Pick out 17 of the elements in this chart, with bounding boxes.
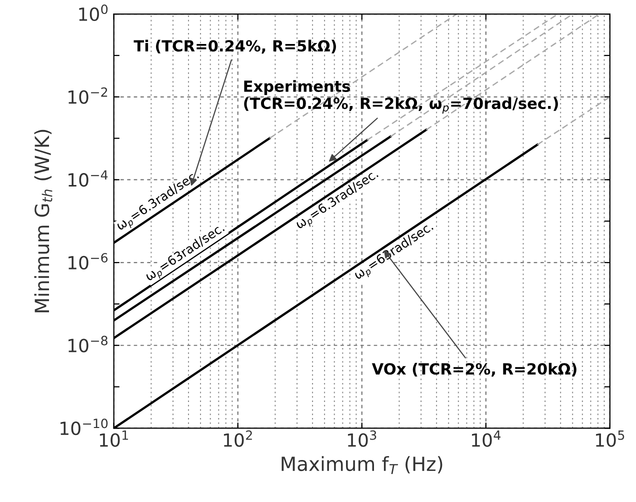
y-axis-title: Minimum G$_{th}$ (W/K): [34, 130, 52, 312]
y-tick-label: 10$^{−8}$: [68, 336, 108, 352]
y-tick-label: 10$^{−2}$: [68, 87, 108, 104]
x-tick-label: 10$^{3}$: [348, 430, 376, 447]
y-tick-label: 10$^{0}$: [79, 4, 108, 22]
y-tick-label: 10$^{−4}$: [68, 170, 108, 187]
annotation: Experiments (TCR=0.24%, R=2kΩ, ω$_{p}$=70rad/sec.): [244, 80, 558, 114]
text: ω$_{p}$=63rad/sec.: [352, 221, 436, 283]
text: ω$_{p}$=63rad/sec.: [144, 222, 227, 284]
annotation: Ti (TCR=0.24%, R=5kΩ): [134, 40, 336, 54]
x-tick-label: 10$^{1}$: [100, 430, 128, 447]
x-tick-label: 10$^{5}$: [596, 430, 624, 447]
x-tick-label: 10$^{4}$: [472, 430, 500, 447]
x-tick-label: 10$^{2}$: [224, 430, 252, 447]
annotation: VOx (TCR=2%, R=20kΩ): [372, 362, 576, 377]
y-tick-label: 10$^{−6}$: [68, 252, 108, 270]
x-axis-title: Maximum f$_{T}$ (Hz): [282, 456, 442, 474]
